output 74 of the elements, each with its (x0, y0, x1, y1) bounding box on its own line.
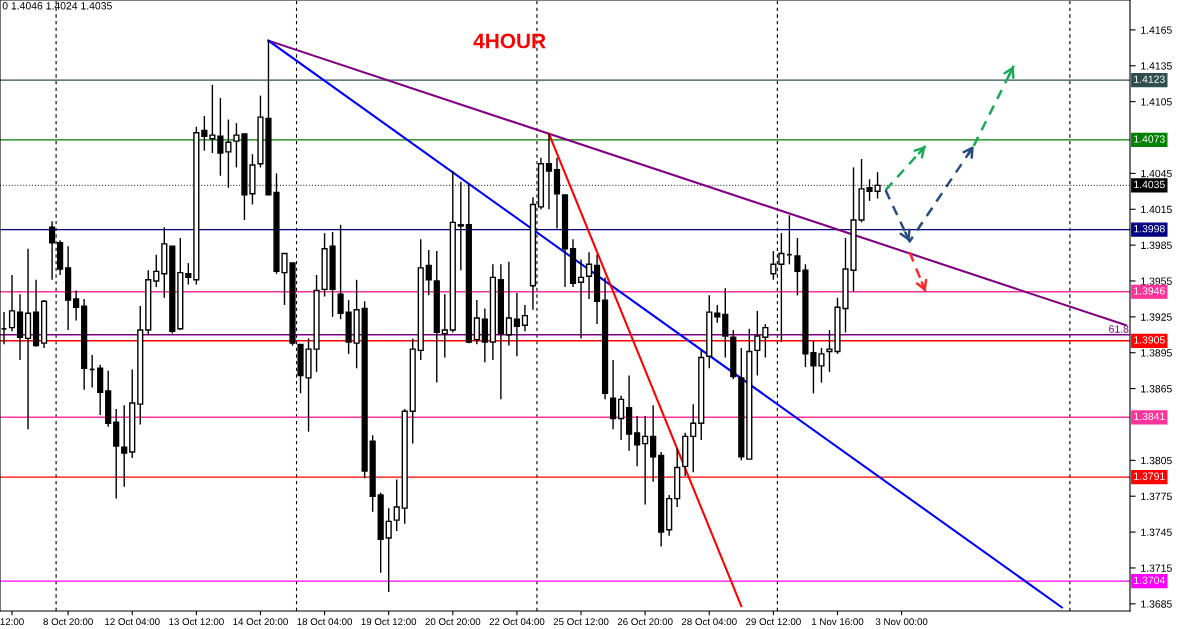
candlestick (153, 253, 160, 288)
candlestick (121, 404, 128, 488)
y-tick-label: 1.3985 (1141, 241, 1172, 249)
y-tick-label: 1.3805 (1141, 456, 1172, 465)
ref-line-label: 1.3791 (1134, 472, 1165, 480)
candlestick (577, 258, 585, 340)
x-tick-label: 12 Oct 04:00 (105, 618, 160, 626)
y-tick-label: 1.3955 (1141, 277, 1172, 285)
x-tick-label: 14 Oct 20:00 (233, 618, 288, 626)
ref-line-label: 1.4123 (1134, 75, 1165, 83)
annotation: 61.8 (1109, 325, 1129, 333)
y-tick-label: 1.3745 (1141, 528, 1172, 536)
y-tick-label: 1.4045 (1141, 169, 1172, 178)
candlestick (337, 224, 344, 320)
ref-line-label: 1.4035 (1134, 180, 1165, 189)
candlestick (650, 404, 657, 483)
candlestick (473, 299, 480, 346)
annotation: 0 1.4046 1.4024 1.4035 (2, 2, 112, 10)
candlestick (209, 84, 216, 154)
candlestick (505, 261, 512, 347)
ref-line-label: 1.3905 (1134, 336, 1165, 344)
x-tick-label: 13 Oct 12:00 (169, 618, 224, 626)
candlestick (618, 395, 625, 441)
candlestick (8, 274, 16, 332)
candlestick (762, 323, 769, 359)
candlestick (722, 287, 729, 359)
y-tick-label: 1.3925 (1141, 313, 1172, 321)
x-tick-label: 20 Oct 20:00 (425, 618, 481, 626)
candlestick (513, 292, 521, 358)
y-tick-label: 1.3775 (1141, 492, 1172, 501)
y-tick-label: 1.4165 (1141, 26, 1172, 34)
candlestick (185, 262, 192, 286)
candlestick (521, 304, 529, 332)
y-tick-label: 1.4105 (1141, 98, 1172, 106)
candlestick (217, 97, 224, 177)
text: 4HOUR (473, 33, 546, 49)
candlestick (481, 307, 488, 363)
candlestick (754, 310, 761, 377)
x-tick-label: 12:00 (0, 618, 24, 626)
candlestick (425, 249, 432, 297)
candlestick (73, 289, 80, 322)
candlestick (634, 415, 641, 468)
x-tick-label: 8 Oct 20:00 (43, 618, 93, 626)
ref-line-label: 1.3998 (1134, 224, 1165, 233)
x-tick-label: 18 Oct 04:00 (297, 618, 353, 626)
candlestick (642, 415, 649, 506)
x-tick-label: 22 Oct 04:00 (489, 618, 545, 626)
y-tick-label: 1.3895 (1141, 349, 1172, 357)
ref-line-label: 1.3946 (1134, 287, 1165, 295)
ref-line-label: 1.3704 (1134, 576, 1165, 584)
candlestick (393, 478, 400, 532)
candlestick (609, 359, 617, 430)
x-tick-label: 3 Nov 00:00 (875, 618, 928, 626)
y-tick-label: 1.3865 (1141, 385, 1172, 393)
x-tick-label: 1 Nov 16:00 (812, 618, 864, 626)
ref-line-label: 1.4073 (1134, 135, 1165, 143)
y-tick-label: 1.4015 (1141, 205, 1172, 214)
candlestick (385, 507, 392, 593)
candlestick (585, 251, 593, 300)
candlestick (690, 403, 697, 473)
x-tick-label: 29 Oct 12:00 (746, 618, 801, 626)
ref-line-label: 1.3841 (1134, 412, 1165, 421)
y-tick-label: 1.3685 (1141, 600, 1172, 608)
x-tick-label: 26 Oct 20:00 (617, 618, 673, 626)
candlestick (201, 115, 208, 152)
y-tick-label: 1.4135 (1141, 62, 1172, 70)
x-tick-label: 19 Oct 12:00 (361, 618, 417, 626)
x-tick-label: 28 Oct 04:00 (681, 618, 737, 626)
candlestick (97, 363, 104, 416)
candlestick (113, 408, 120, 500)
x-tick-label: 25 Oct 12:00 (553, 618, 609, 626)
y-tick-label: 1.3715 (1141, 564, 1172, 572)
candlestick (786, 214, 793, 265)
candlestick (441, 293, 448, 359)
